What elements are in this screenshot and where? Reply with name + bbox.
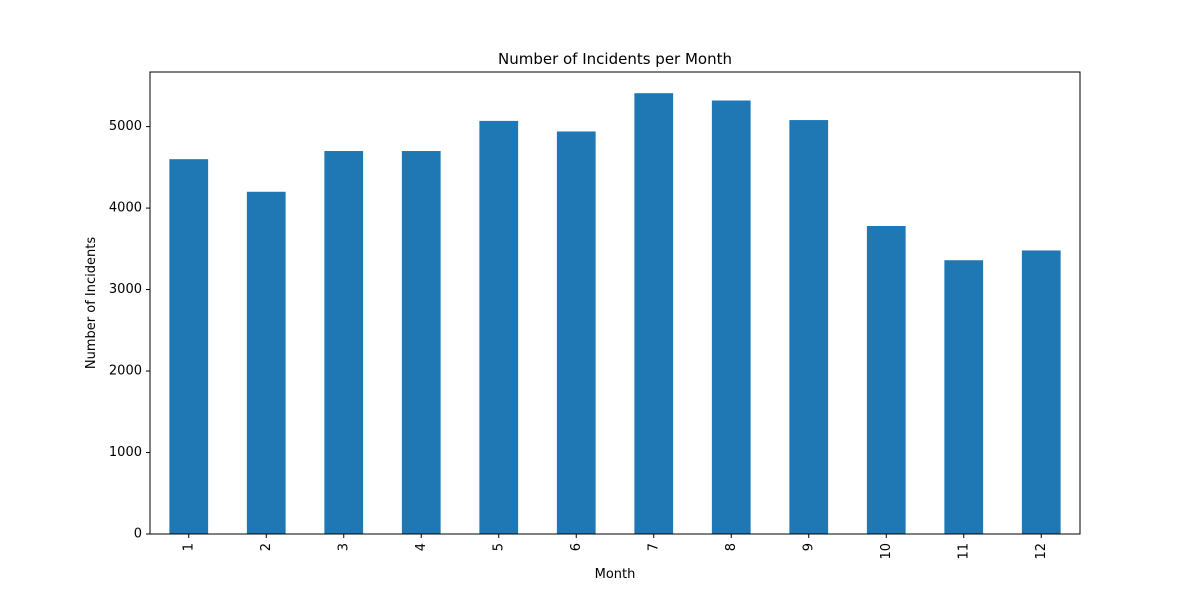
- x-tick-label-11: 11: [956, 543, 971, 560]
- bar-month-3: [324, 151, 364, 534]
- x-tick-label-5: 5: [491, 543, 506, 551]
- y-tick-label-0: 0: [134, 527, 142, 542]
- bar-month-8: [711, 100, 751, 534]
- x-tick-label-2: 2: [259, 543, 274, 551]
- x-tick-label-1: 1: [181, 543, 196, 551]
- x-tick-label-9: 9: [801, 543, 816, 551]
- x-tick-label-6: 6: [569, 543, 584, 551]
- x-tick-label-3: 3: [336, 543, 351, 551]
- bar-month-12: [1021, 250, 1061, 534]
- x-tick-label-12: 12: [1034, 543, 1049, 560]
- y-tick-label-4000: 4000: [109, 201, 142, 216]
- x-tick-label-10: 10: [879, 543, 894, 560]
- x-tick-label-7: 7: [646, 543, 661, 551]
- bar-month-11: [944, 260, 984, 534]
- bar-month-10: [866, 226, 906, 534]
- bar-month-9: [789, 120, 829, 535]
- y-tick-label-1000: 1000: [109, 445, 142, 460]
- bar-month-4: [401, 151, 441, 534]
- x-axis-ticks: 1 2 3 4 5 6 7 8 9 10 11 12: [181, 534, 1049, 560]
- bar-month-1: [169, 159, 209, 534]
- bar-month-5: [479, 120, 519, 534]
- y-tick-label-5000: 5000: [109, 119, 142, 134]
- x-tick-label-4: 4: [414, 543, 429, 551]
- bar-month-2: [246, 191, 286, 534]
- y-axis-title: Number of Incidents: [84, 237, 99, 369]
- y-tick-label-2000: 2000: [109, 364, 142, 379]
- x-tick-label-8: 8: [724, 543, 739, 551]
- x-axis-title: Month: [595, 567, 636, 582]
- y-axis-ticks: 0 1000 2000 3000 4000 5000: [109, 119, 150, 542]
- bars-group: [169, 93, 1061, 535]
- chart-title: Number of Incidents per Month: [498, 50, 732, 68]
- bar-month-6: [556, 131, 596, 534]
- y-tick-label-3000: 3000: [109, 282, 142, 297]
- plot-frame: [149, 71, 1081, 535]
- bar-month-7: [634, 93, 674, 535]
